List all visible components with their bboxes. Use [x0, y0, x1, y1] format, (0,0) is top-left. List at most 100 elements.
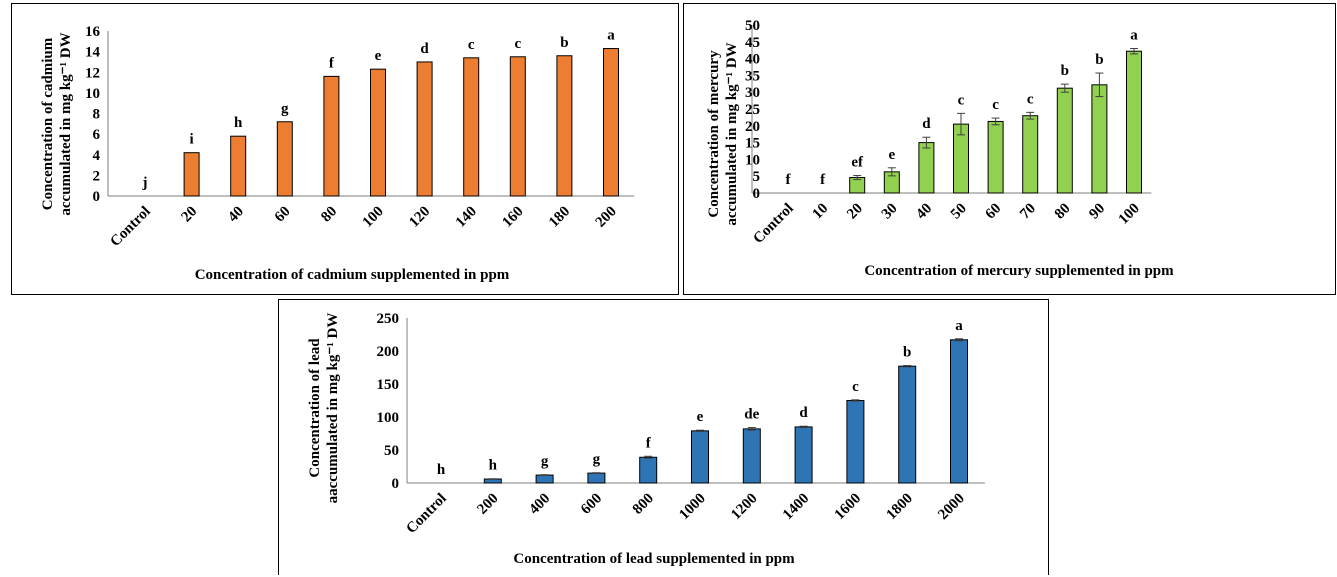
mercury-significance-label: f	[820, 172, 826, 188]
lead-x-tick-label: 1800	[884, 491, 917, 524]
cadmium-significance-label: c	[468, 37, 475, 53]
mercury-chart-panel: Concentration of mercury supplemented in…	[683, 3, 1336, 295]
lead-bar	[587, 472, 606, 484]
lead-y-tick-label: 100	[377, 410, 400, 426]
cadmium-significance-label: g	[281, 101, 289, 117]
cadmium-y-axis-title-line1: Concentration of cadmium	[40, 37, 56, 210]
cadmium-chart: Concentration of cadmium supplemented in…	[40, 24, 635, 283]
lead-y-tick-label: 250	[377, 311, 400, 327]
cadmium-bar	[603, 48, 619, 197]
lead-x-tick-label: 1000	[676, 491, 709, 524]
cadmium-y-tick-label: 12	[85, 65, 100, 81]
mercury-y-tick-label: 10	[745, 152, 760, 168]
mercury-x-tick-label: 60	[983, 201, 1005, 223]
mercury-bar	[1091, 84, 1108, 194]
lead-bar	[535, 474, 554, 484]
cadmium-x-tick-label: 140	[453, 204, 480, 231]
lead-x-tick-label: 1600	[832, 491, 865, 524]
cadmium-x-tick-label: 40	[225, 204, 247, 226]
mercury-x-tick-label: 100	[1116, 201, 1143, 228]
mercury-y-axis-title-line1: Concentration of mercury	[706, 50, 722, 218]
mercury-x-tick-label: 50	[948, 201, 970, 223]
cadmium-y-tick-label: 10	[85, 86, 100, 102]
mercury-bar	[987, 120, 1004, 194]
mercury-bar	[1022, 115, 1039, 194]
cadmium-x-tick-label: 120	[406, 204, 433, 231]
mercury-x-tick-label: 90	[1086, 201, 1108, 223]
mercury-y-tick-label: 40	[745, 52, 760, 68]
mercury-y-tick-label: 15	[745, 136, 760, 152]
cadmium-x-axis-title: Concentration of cadmium supplemented in…	[195, 267, 510, 283]
lead-y-axis-title-line2: aaccumulated in mg kg⁻¹ DW	[325, 313, 341, 504]
cadmium-significance-label: h	[234, 115, 243, 131]
mercury-y-tick-label: 0	[753, 186, 761, 202]
cadmium-bar	[416, 61, 433, 197]
lead-x-tick-label: 800	[630, 491, 657, 518]
lead-bar	[898, 365, 917, 484]
cadmium-bar	[276, 121, 293, 197]
mercury-x-axis-title: Concentration of mercury supplemented in…	[864, 263, 1174, 279]
cadmium-significance-label: e	[375, 48, 382, 64]
mercury-bar	[1056, 87, 1073, 194]
lead-x-tick-label: 400	[526, 491, 553, 518]
mercury-significance-label: c	[958, 92, 965, 108]
cadmium-bar	[463, 57, 480, 197]
lead-significance-label: h	[489, 458, 498, 474]
lead-x-tick-label: 200	[474, 491, 501, 518]
mercury-significance-label: f	[786, 172, 792, 188]
mercury-significance-label: a	[1130, 28, 1138, 44]
lead-significance-label: h	[437, 462, 446, 478]
lead-x-tick-label: 1200	[728, 491, 761, 524]
lead-chart-panel: Concentration of lead supplemented in pp…	[278, 299, 1049, 575]
mercury-x-tick-label: 40	[913, 201, 935, 223]
cadmium-significance-label: a	[607, 28, 615, 44]
lead-bar	[950, 339, 968, 484]
mercury-y-axis-title-line2: accumulated in mg kg⁻¹ DW	[724, 42, 740, 225]
mercury-y-tick-label: 50	[745, 18, 760, 34]
lead-bar	[691, 430, 709, 484]
cadmium-x-tick-label: 180	[546, 204, 573, 231]
mercury-y-tick-label: 45	[745, 35, 760, 51]
cadmium-significance-label: f	[329, 55, 335, 71]
mercury-significance-label: b	[1095, 52, 1103, 68]
lead-significance-label: g	[541, 454, 549, 470]
cadmium-y-tick-label: 14	[85, 45, 101, 61]
mercury-significance-label: c	[1027, 91, 1034, 107]
cadmium-significance-label: c	[514, 36, 521, 52]
lead-significance-label: f	[646, 435, 652, 451]
lead-x-axis-title: Concentration of lead supplemented in pp…	[513, 551, 795, 567]
mercury-y-tick-label: 20	[745, 119, 760, 135]
lead-significance-label: g	[593, 452, 601, 468]
mercury-y-tick-label: 25	[745, 102, 760, 118]
mercury-bar	[1126, 50, 1142, 194]
lead-x-tick-label: 1400	[780, 491, 813, 524]
lead-x-tick-label: 600	[578, 491, 605, 518]
mercury-significance-label: e	[888, 147, 895, 163]
lead-y-tick-label: 150	[377, 377, 400, 393]
cadmium-bar	[183, 152, 200, 197]
mercury-significance-label: b	[1061, 63, 1069, 79]
cadmium-significance-label: i	[190, 132, 194, 148]
mercury-y-tick-label: 30	[745, 85, 760, 101]
mercury-significance-label: c	[992, 97, 999, 113]
lead-y-tick-label: 50	[384, 443, 399, 459]
lead-bar	[846, 400, 865, 484]
cadmium-x-tick-label: 20	[179, 204, 201, 226]
mercury-bar	[918, 142, 935, 194]
mercury-chart: Concentration of mercury supplemented in…	[706, 18, 1174, 279]
mercury-x-tick-label: 80	[1052, 201, 1074, 223]
cadmium-y-axis-title-line2: accumulated in mg kg⁻¹ DW	[58, 32, 74, 215]
cadmium-bar	[556, 55, 573, 197]
cadmium-x-tick-label: 80	[318, 204, 340, 226]
lead-y-tick-label: 0	[392, 476, 400, 492]
cadmium-bar	[370, 68, 386, 197]
mercury-y-tick-label: 35	[745, 68, 760, 84]
cadmium-x-tick-label: 160	[499, 204, 526, 231]
lead-bar	[794, 426, 813, 484]
cadmium-y-tick-label: 2	[93, 168, 101, 184]
lead-y-axis-title-line1: Concentration of lead	[307, 338, 323, 478]
cadmium-y-tick-label: 0	[93, 189, 101, 205]
cadmium-x-tick-label: Control	[107, 204, 153, 250]
mercury-x-tick-label: 30	[879, 201, 901, 223]
cadmium-bar	[323, 75, 340, 197]
